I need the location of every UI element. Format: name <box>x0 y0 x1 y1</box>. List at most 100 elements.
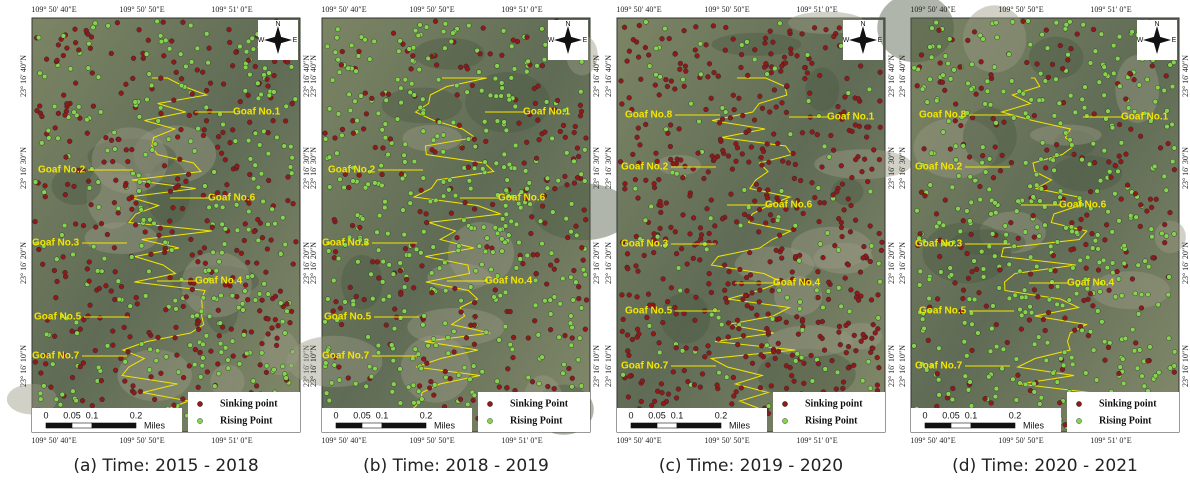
rising-point <box>411 45 416 50</box>
rising-point <box>1052 113 1057 118</box>
sinking-point <box>766 363 771 368</box>
sinking-point <box>225 182 230 187</box>
sinking-point <box>840 386 845 391</box>
rising-point <box>965 209 970 214</box>
goaf-label: Goaf No.5 <box>324 312 372 323</box>
rising-point <box>420 97 425 102</box>
rising-point <box>433 198 438 203</box>
rising-point <box>678 288 683 293</box>
rising-point <box>912 65 917 70</box>
rising-point <box>524 69 529 74</box>
rising-point <box>288 165 293 170</box>
rising-point <box>284 104 289 109</box>
rising-point <box>447 178 452 183</box>
rising-point <box>441 29 446 34</box>
sinking-point <box>877 365 882 370</box>
rising-point <box>278 301 283 306</box>
rising-point <box>822 144 827 149</box>
rising-point <box>282 144 287 149</box>
sinking-point <box>666 392 671 397</box>
rising-point <box>155 348 160 353</box>
sinking-point <box>431 393 436 398</box>
rising-point <box>480 369 485 374</box>
sinking-point <box>215 145 220 150</box>
sinking-point <box>1166 141 1171 146</box>
sinking-point <box>424 361 429 366</box>
rising-point <box>1166 336 1171 341</box>
sinking-point <box>370 259 375 264</box>
sinking-point <box>473 314 478 319</box>
sinking-point <box>837 324 842 329</box>
sinking-point <box>746 214 751 219</box>
rising-point <box>527 181 532 186</box>
sinking-point <box>1113 163 1118 168</box>
rising-point <box>188 343 193 348</box>
goaf-label: Goaf No.2 <box>328 165 376 176</box>
sinking-point <box>420 264 425 269</box>
sinking-point <box>43 194 48 199</box>
sinking-point <box>455 235 460 240</box>
sinking-point <box>44 57 49 62</box>
rising-point <box>920 317 925 322</box>
sinking-point <box>1072 152 1077 157</box>
rising-point <box>986 374 991 379</box>
rising-point <box>1084 114 1089 119</box>
sinking-point <box>375 260 380 265</box>
sinking-point <box>544 282 549 287</box>
rising-point <box>991 304 996 309</box>
rising-point <box>68 66 73 71</box>
rising-point <box>408 201 413 206</box>
sinking-point <box>673 305 678 310</box>
sinking-point <box>485 244 490 249</box>
rising-point <box>704 247 709 252</box>
sinking-point <box>1035 294 1040 299</box>
rising-point <box>1140 374 1145 379</box>
sinking-point <box>693 346 698 351</box>
rising-point <box>1091 348 1096 353</box>
sinking-point <box>204 118 209 123</box>
sinking-point <box>401 42 406 47</box>
rising-point <box>765 343 770 348</box>
sinking-point <box>720 148 725 153</box>
rising-point <box>96 75 101 80</box>
rising-point <box>562 362 567 367</box>
sinking-point <box>558 129 563 134</box>
rising-point <box>980 160 985 165</box>
sinking-point <box>179 76 184 81</box>
rising-point <box>992 65 997 70</box>
sinking-point <box>1119 159 1124 164</box>
rising-point <box>810 379 815 384</box>
sinking-point <box>99 378 104 383</box>
rising-point <box>1063 131 1068 136</box>
rising-point <box>1116 169 1121 174</box>
sinking-point <box>673 229 678 234</box>
rising-point <box>1023 160 1028 165</box>
right-coordinate: 23° 16′ 20″N <box>1181 242 1190 284</box>
rising-point <box>1170 122 1175 127</box>
left-coordinate: 23° 16′ 40″N <box>19 55 28 97</box>
sinking-point <box>113 368 118 373</box>
rising-point <box>966 388 971 393</box>
sinking-point <box>273 317 278 322</box>
rising-point <box>544 100 549 105</box>
rising-point <box>406 385 411 390</box>
rising-point <box>1083 85 1088 90</box>
rising-point <box>836 248 841 253</box>
rising-point <box>147 367 152 372</box>
rising-point <box>1035 225 1040 230</box>
sinking-point <box>64 101 69 106</box>
sinking-point <box>801 381 806 386</box>
rising-point <box>579 172 584 177</box>
rising-point <box>987 157 992 162</box>
rising-point <box>74 398 79 403</box>
rising-point <box>262 281 267 286</box>
rising-point <box>381 297 386 302</box>
rising-point <box>1172 349 1177 354</box>
sinking-point <box>63 113 68 118</box>
sinking-point <box>918 232 923 237</box>
right-coordinate: 23° 16′ 40″N <box>592 55 601 97</box>
rising-point <box>133 100 138 105</box>
rising-point <box>1004 232 1009 237</box>
rising-point <box>289 65 294 70</box>
rising-point <box>799 355 804 360</box>
